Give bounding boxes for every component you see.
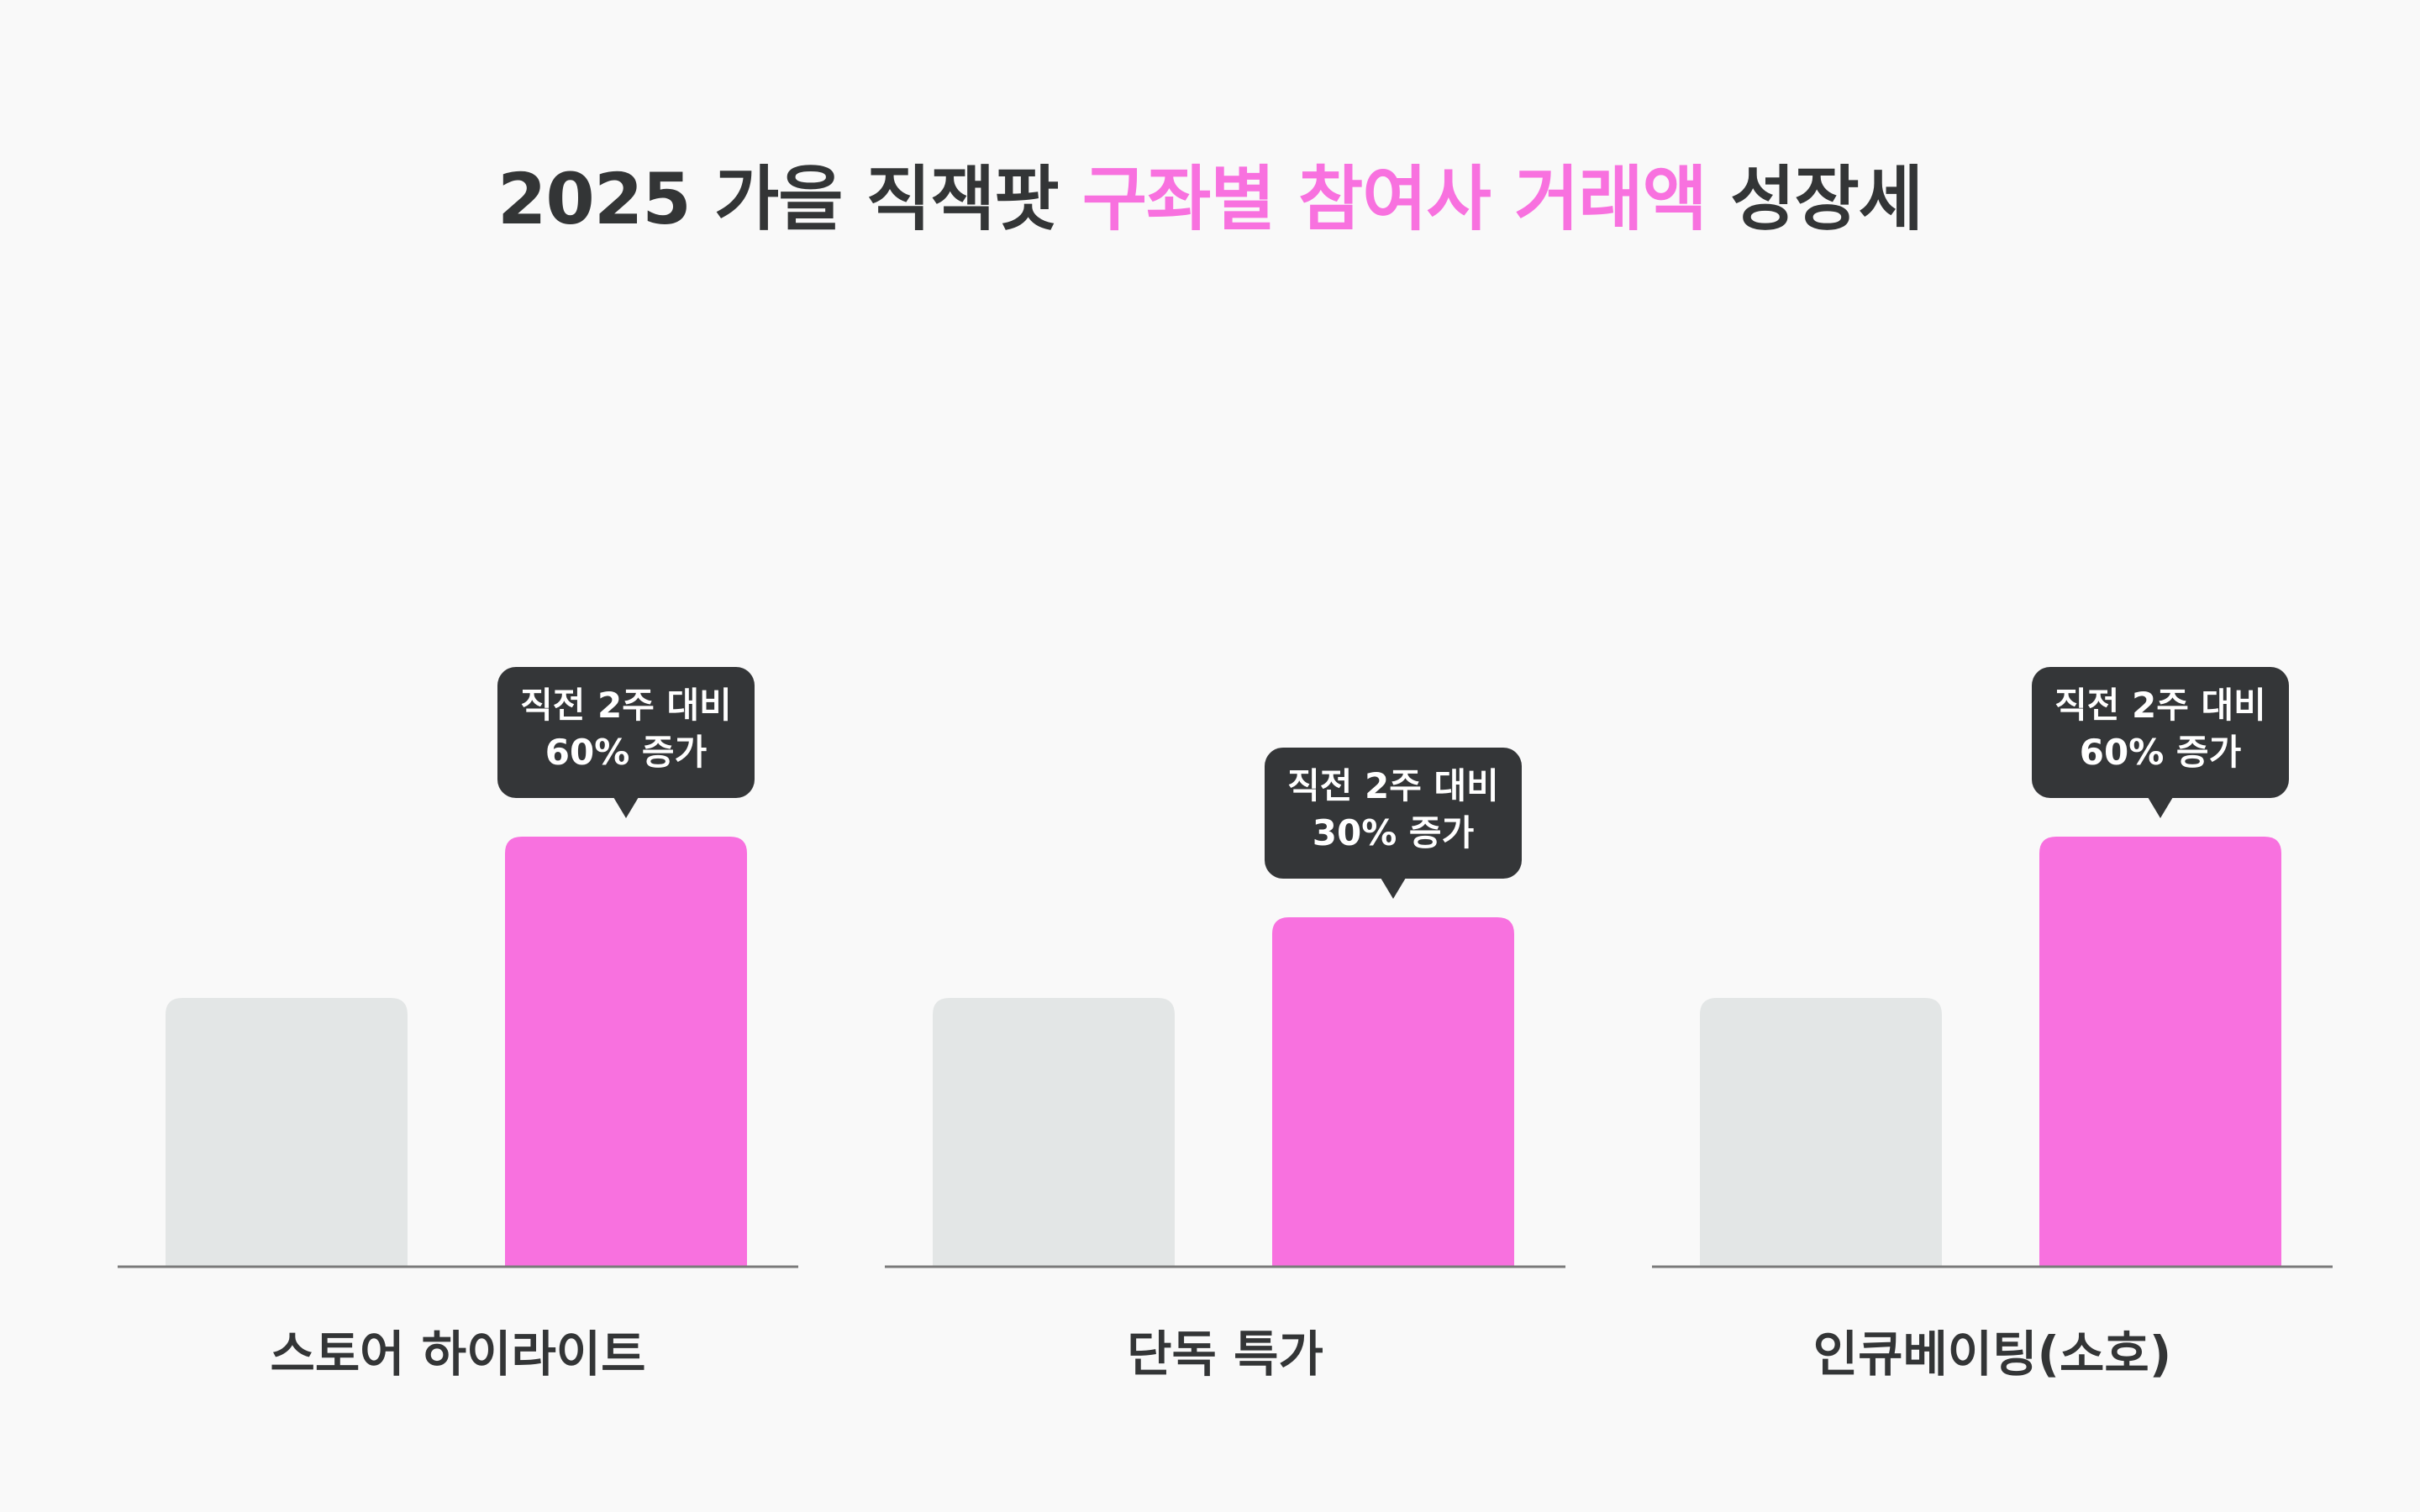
bar-previous-period bbox=[166, 998, 408, 1267]
callout-bubble bbox=[2032, 667, 2289, 798]
title-highlight: 구좌별 참여사 거래액 bbox=[1081, 158, 1707, 240]
callout-label-line1: 직전 2주 대비 bbox=[1287, 765, 1499, 806]
bar-previous-period bbox=[933, 998, 1175, 1267]
title-suffix: 성장세 bbox=[1730, 158, 1923, 240]
callout-label-line1: 직전 2주 대비 bbox=[2054, 685, 2266, 726]
callout-label-line2: 30% 증가 bbox=[1313, 812, 1474, 853]
callout-pointer bbox=[613, 797, 639, 818]
callout-label-line2: 60% 증가 bbox=[545, 732, 707, 773]
callout-bubble bbox=[497, 667, 755, 798]
category-label: 단독 특가 bbox=[1127, 1326, 1323, 1383]
callout-label-line1: 직전 2주 대비 bbox=[520, 685, 732, 726]
callout-label-line2: 60% 증가 bbox=[2080, 732, 2241, 773]
title-prefix: 2025 가을 직잭팟 bbox=[497, 158, 1060, 240]
callout-pointer bbox=[2148, 797, 2173, 818]
bar-current-period bbox=[1272, 917, 1514, 1267]
category-label: 인큐베이팅(소호) bbox=[1813, 1326, 2172, 1383]
bar-previous-period bbox=[1700, 998, 1942, 1267]
callout-bubble bbox=[1265, 748, 1522, 879]
category-label: 스토어 하이라이트 bbox=[270, 1326, 645, 1383]
bar-current-period bbox=[2039, 837, 2281, 1267]
bar-current-period bbox=[505, 837, 747, 1267]
chart-title: 2025 가을 직잭팟 구좌별 참여사 거래액 성장세 bbox=[0, 143, 2420, 244]
callout-pointer bbox=[1381, 878, 1406, 899]
